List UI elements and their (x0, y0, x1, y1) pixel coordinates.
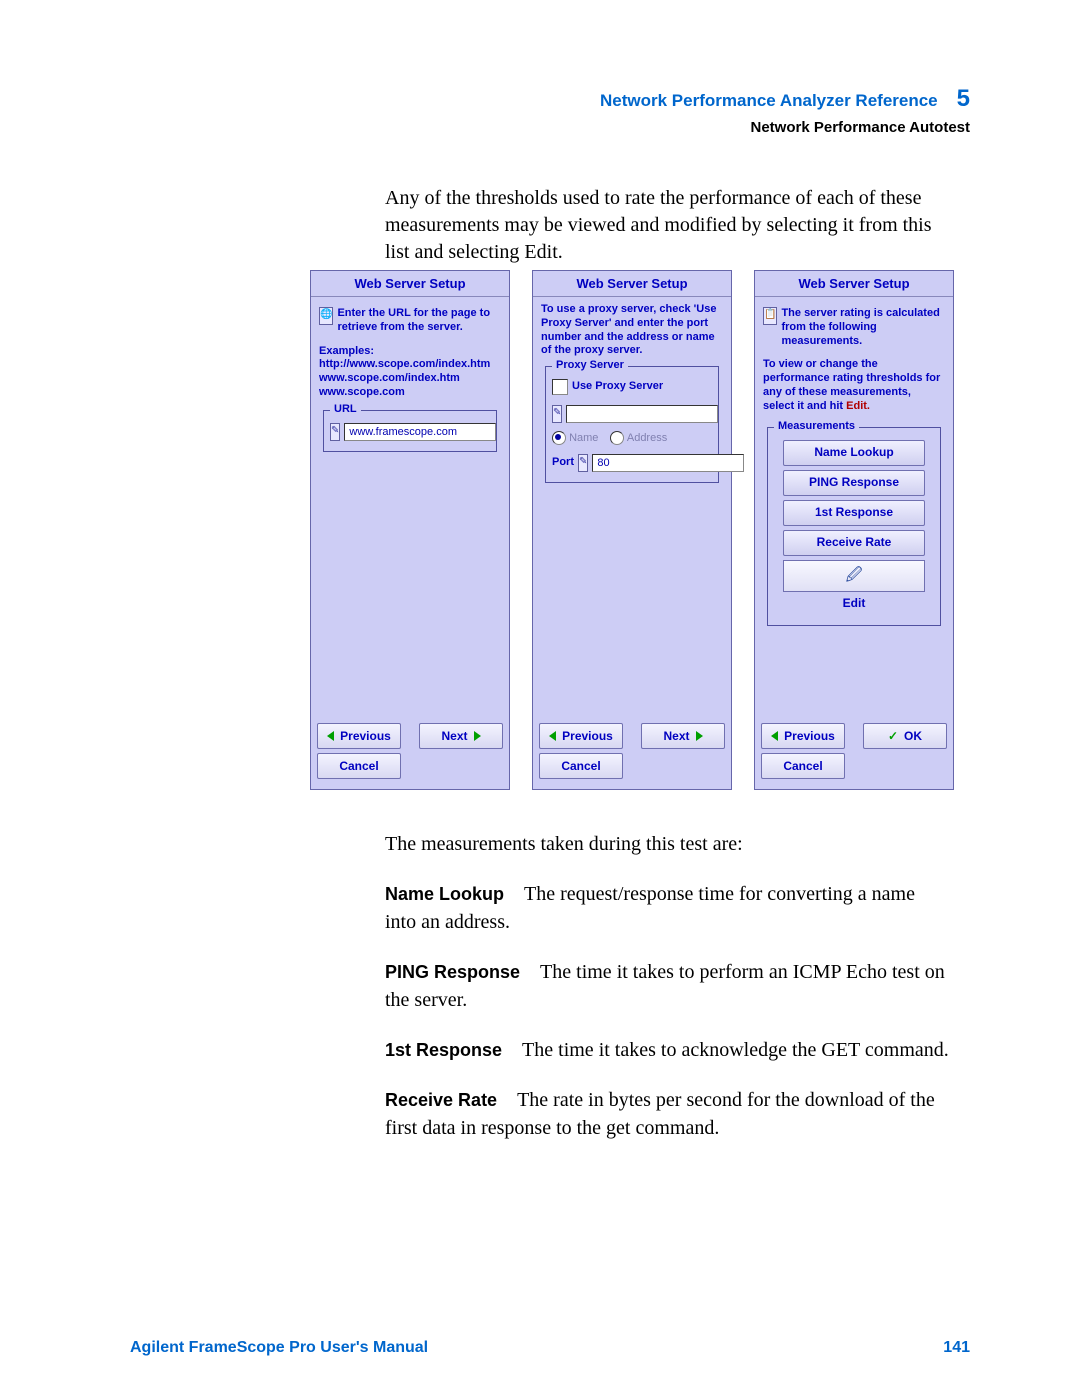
panel-measurements: Web Server Setup 📋 The server rating is … (754, 270, 954, 790)
body-text: The measurements taken during this test … (385, 830, 950, 1142)
intro-paragraph: Any of the thresholds used to rate the p… (385, 185, 950, 266)
proxy-address-input[interactable] (566, 405, 718, 423)
measurement-1st-response[interactable]: 1st Response (783, 500, 925, 526)
examples-label: Examples: (319, 345, 501, 359)
cancel-button[interactable]: Cancel (761, 753, 845, 779)
example-1: http://www.scope.com/index.htm (319, 358, 501, 372)
panel-proxy-setup: Web Server Setup To use a proxy server, … (532, 270, 732, 790)
port-label: Port (552, 456, 574, 470)
address-radio-label: Address (627, 432, 667, 444)
def-name-lookup-label: Name Lookup (385, 884, 504, 904)
page-header: Network Performance Analyzer Reference 5… (600, 85, 970, 136)
url-input[interactable] (344, 423, 496, 441)
url-legend: URL (330, 403, 361, 417)
checklist-icon: 📋 (763, 307, 777, 325)
edit-highlight: Edit. (846, 400, 870, 412)
cancel-label: Cancel (783, 759, 822, 773)
example-3: www.scope.com (319, 386, 501, 400)
measurement-name-lookup[interactable]: Name Lookup (783, 440, 925, 466)
measurement-ping-response[interactable]: PING Response (783, 470, 925, 496)
edit-icon[interactable]: ✎ (578, 454, 588, 472)
previous-button[interactable]: Previous (317, 723, 401, 749)
screenshot-panels: Web Server Setup 🌐 Enter the URL for the… (310, 270, 954, 790)
panel-title: Web Server Setup (755, 271, 953, 297)
proxy-legend: Proxy Server (552, 359, 628, 373)
manual-title: Agilent FrameScope Pro User's Manual (130, 1339, 428, 1357)
use-proxy-checkbox[interactable] (552, 379, 568, 395)
name-radio[interactable] (552, 431, 566, 445)
panel-title: Web Server Setup (533, 271, 731, 297)
ok-label: OK (904, 729, 922, 743)
example-2: www.scope.com/index.htm (319, 372, 501, 386)
previous-label: Previous (784, 729, 835, 743)
edit-label: Edit (774, 596, 934, 611)
panel-title: Web Server Setup (311, 271, 509, 297)
proxy-instruction: To use a proxy server, check 'Use Proxy … (541, 303, 723, 358)
previous-button[interactable]: Previous (761, 723, 845, 749)
chapter-number: 5 (957, 85, 970, 112)
previous-label: Previous (562, 729, 613, 743)
next-button[interactable]: Next (419, 723, 503, 749)
measurements-legend: Measurements (774, 420, 859, 434)
url-instruction: Enter the URL for the page to retrieve f… (337, 307, 501, 335)
section-subtitle: Network Performance Autotest (600, 119, 970, 136)
panel-url-setup: Web Server Setup 🌐 Enter the URL for the… (310, 270, 510, 790)
rating-instruction: The server rating is calculated from the… (781, 307, 945, 348)
cancel-button[interactable]: Cancel (317, 753, 401, 779)
def-receive-label: Receive Rate (385, 1090, 497, 1110)
ok-button[interactable]: ✓OK (863, 723, 947, 749)
def-ping-label: PING Response (385, 962, 520, 982)
address-radio[interactable] (610, 431, 624, 445)
edit-icon[interactable]: ✎ (552, 405, 562, 423)
next-label: Next (663, 729, 689, 743)
name-radio-label: Name (569, 432, 598, 444)
port-input[interactable] (592, 454, 744, 472)
edit-icon[interactable]: ✎ (330, 423, 340, 441)
measurement-receive-rate[interactable]: Receive Rate (783, 530, 925, 556)
page-number: 141 (943, 1339, 970, 1357)
next-button[interactable]: Next (641, 723, 725, 749)
cancel-label: Cancel (339, 759, 378, 773)
globe-icon: 🌐 (319, 307, 333, 325)
previous-label: Previous (340, 729, 391, 743)
cancel-label: Cancel (561, 759, 600, 773)
next-label: Next (441, 729, 467, 743)
page-footer: Agilent FrameScope Pro User's Manual 141 (130, 1339, 970, 1357)
use-proxy-label: Use Proxy Server (572, 380, 663, 394)
def-1st-text: The time it takes to acknowledge the GET… (522, 1039, 949, 1061)
measurements-intro: The measurements taken during this test … (385, 830, 950, 858)
cancel-button[interactable]: Cancel (539, 753, 623, 779)
def-1st-label: 1st Response (385, 1040, 502, 1060)
edit-button[interactable]: 🖉 (783, 560, 925, 592)
chapter-title: Network Performance Analyzer Reference (600, 91, 938, 110)
previous-button[interactable]: Previous (539, 723, 623, 749)
